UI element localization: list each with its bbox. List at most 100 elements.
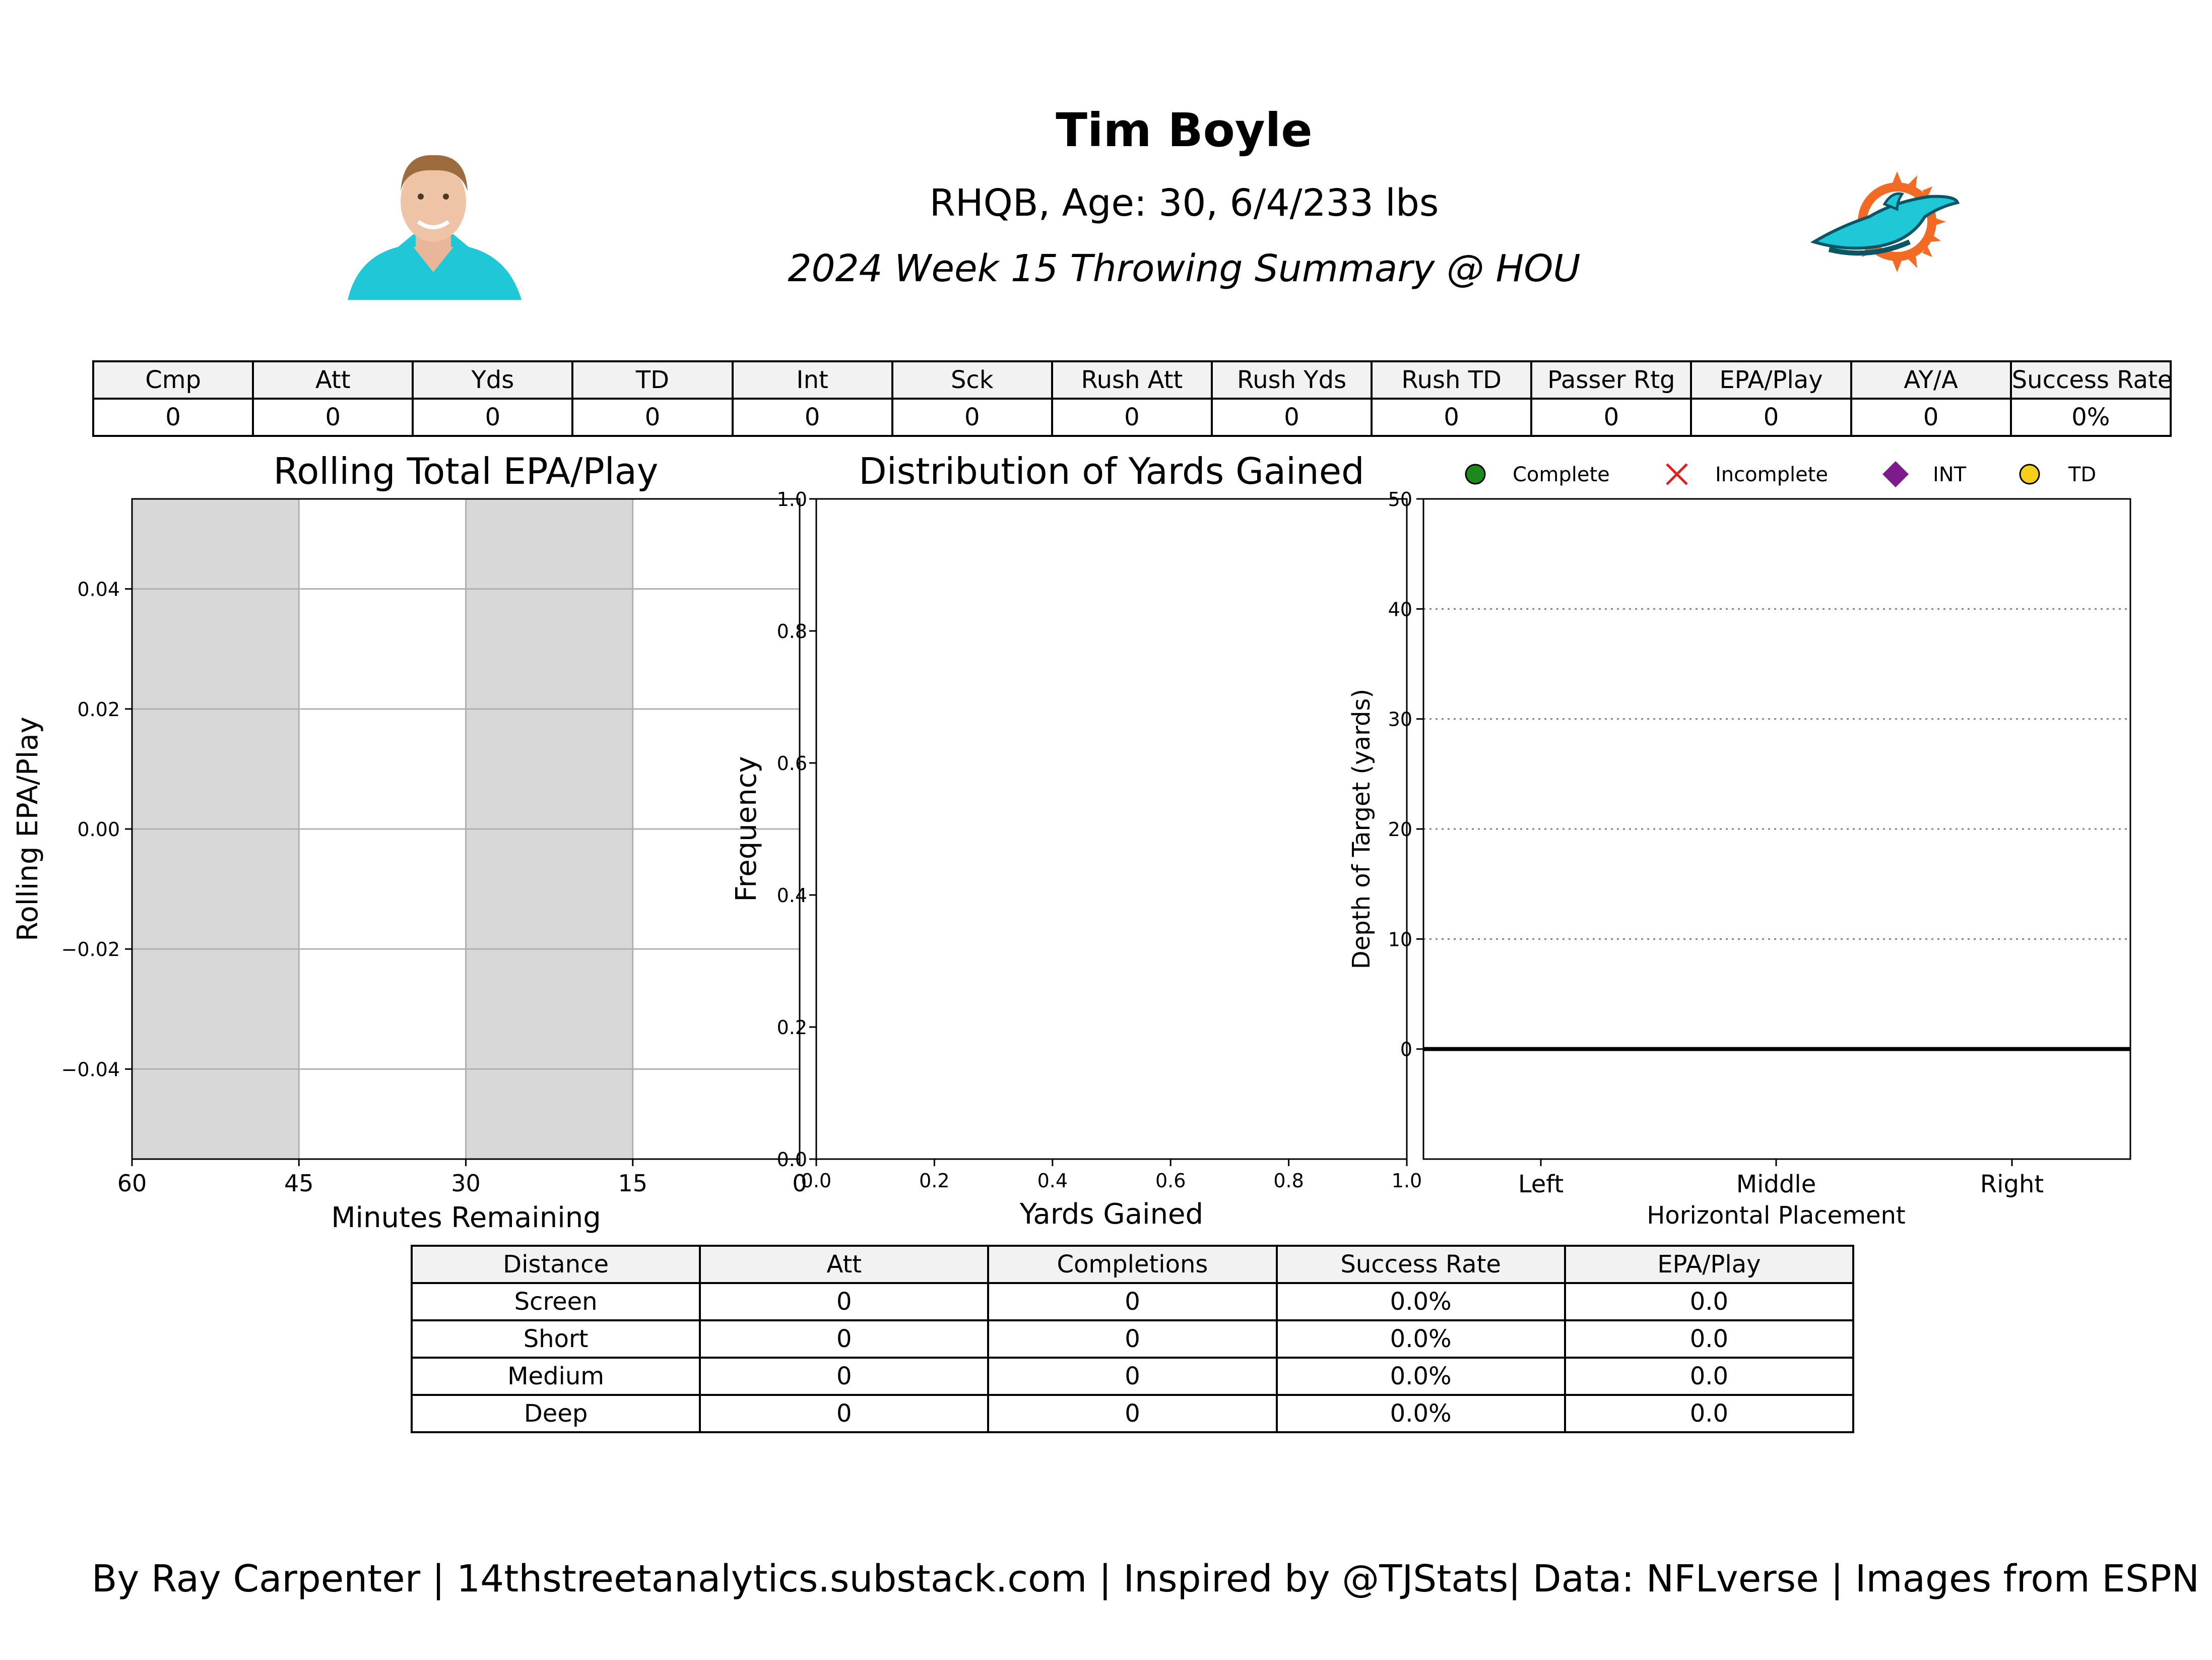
footer-credit: By Ray Carpenter | 14thstreetanalytics.s… bbox=[0, 1557, 2212, 1601]
player-bio: RHQB, Age: 30, 6/4/233 lbs bbox=[929, 181, 1439, 225]
chart-title: Distribution of Yards Gained bbox=[859, 450, 1364, 492]
x-tick-label: 0.0 bbox=[801, 1170, 831, 1192]
y-tick-label: 0.8 bbox=[777, 620, 807, 643]
dist-cell: 0 bbox=[699, 1394, 990, 1433]
x-axis-label: Horizontal Placement bbox=[1647, 1201, 1906, 1230]
x-tick-label: 1.0 bbox=[1392, 1170, 1422, 1192]
x-tick-label: 0.2 bbox=[919, 1170, 949, 1192]
y-tick-label: 0.02 bbox=[77, 698, 120, 721]
y-tick-label: −0.02 bbox=[61, 938, 120, 961]
y-tick-label: −0.04 bbox=[61, 1058, 120, 1080]
dist-cell: 0.0 bbox=[1564, 1282, 1855, 1321]
dist-cell: Short bbox=[410, 1319, 701, 1359]
stat-header-cell: Success Rate bbox=[2009, 360, 2172, 400]
stat-header-cell: Yds bbox=[412, 360, 574, 400]
table-row: Deep 0 0 0.0% 0.0 bbox=[410, 1394, 1855, 1433]
dist-cell: Medium bbox=[410, 1357, 701, 1396]
stat-value-cell: 0 bbox=[1210, 398, 1373, 437]
plot-frame bbox=[815, 498, 1408, 1160]
x-tick-label: 0 bbox=[792, 1170, 807, 1197]
dist-cell: 0 bbox=[987, 1319, 1278, 1359]
dist-header-cell: Success Rate bbox=[1275, 1245, 1566, 1284]
dist-cell: Screen bbox=[410, 1282, 701, 1321]
stat-header-cell: Passer Rtg bbox=[1530, 360, 1693, 400]
y-tick-label: 50 bbox=[1388, 488, 1412, 510]
x-tick-label: 0.6 bbox=[1155, 1170, 1186, 1192]
stat-value-cell: 0 bbox=[731, 398, 893, 437]
stat-header-cell: Att bbox=[252, 360, 414, 400]
dist-cell: 0 bbox=[699, 1357, 990, 1396]
x-tick-label: 0.4 bbox=[1037, 1170, 1068, 1192]
legend-incomplete-label: Incomplete bbox=[1715, 463, 1828, 486]
dist-cell: 0.0% bbox=[1275, 1319, 1566, 1359]
stat-value-cell: 0 bbox=[1371, 398, 1533, 437]
y-tick-label: 0.04 bbox=[77, 579, 120, 601]
stat-header-cell: Sck bbox=[891, 360, 1053, 400]
stat-value-cell: 0 bbox=[891, 398, 1053, 437]
dist-cell: 0 bbox=[987, 1357, 1278, 1396]
y-tick-label: 0.4 bbox=[777, 884, 807, 907]
x-tick-label: 0.8 bbox=[1273, 1170, 1304, 1192]
dist-cell: 0.0% bbox=[1275, 1357, 1566, 1396]
stat-value-cell: 0 bbox=[92, 398, 254, 437]
distance-breakdown-table: Distance Att Completions Success Rate EPA/Pl… bbox=[410, 1245, 1855, 1433]
x-tick-label: Middle bbox=[1736, 1170, 1816, 1198]
x-tick-label: Left bbox=[1518, 1170, 1564, 1198]
x-tick-label: Right bbox=[1980, 1170, 2044, 1198]
table-header-row: Distance Att Completions Success Rate EPA/Pl… bbox=[410, 1245, 1855, 1284]
dist-header-cell: Distance bbox=[410, 1245, 701, 1284]
dist-cell: 0.0 bbox=[1564, 1394, 1855, 1433]
summary-title: 2024 Week 15 Throwing Summary @ HOU bbox=[788, 247, 1581, 290]
x-tick-label: 30 bbox=[451, 1170, 481, 1197]
y-tick-label: 0 bbox=[1400, 1039, 1412, 1061]
y-tick-label: 0.6 bbox=[777, 752, 807, 775]
y-axis-label: Depth of Target (yards) bbox=[1347, 689, 1376, 969]
stat-header-cell: Cmp bbox=[92, 360, 254, 400]
dist-header-cell: Completions bbox=[987, 1245, 1278, 1284]
y-tick-label: 10 bbox=[1388, 928, 1412, 950]
legend-incomplete-marker bbox=[1666, 463, 1688, 485]
player-name: Tim Boyle bbox=[1056, 103, 1313, 157]
x-tick-label: 45 bbox=[284, 1170, 314, 1197]
legend-complete-label: Complete bbox=[1513, 463, 1610, 486]
x-tick-label: 15 bbox=[618, 1170, 647, 1197]
stat-value-cell: 0 bbox=[1051, 398, 1213, 437]
dist-cell: 0.0% bbox=[1275, 1394, 1566, 1433]
table-row: Medium 0 0 0.0% 0.0 bbox=[410, 1357, 1855, 1396]
stat-value-cell: 0 bbox=[1530, 398, 1693, 437]
player-headshot-image bbox=[348, 155, 522, 300]
plot-frame bbox=[1422, 498, 2131, 1160]
y-tick-label: 1.0 bbox=[777, 488, 807, 510]
y-tick-label: 0.2 bbox=[777, 1016, 807, 1039]
dist-cell: 0.0% bbox=[1275, 1282, 1566, 1321]
stat-header-cell: Int bbox=[731, 360, 893, 400]
dist-header-cell: Att bbox=[699, 1245, 990, 1284]
dist-cell: Deep bbox=[410, 1394, 701, 1433]
legend-int-label: INT bbox=[1933, 463, 1967, 486]
stat-header-cell: TD bbox=[571, 360, 734, 400]
y-tick-label: 40 bbox=[1388, 598, 1412, 620]
y-tick-label: 0.00 bbox=[77, 818, 120, 841]
chart-title: Rolling Total EPA/Play bbox=[273, 450, 658, 492]
stat-value-cell: 0% bbox=[2009, 398, 2172, 437]
table-row: Short 0 0 0.0% 0.0 bbox=[410, 1319, 1855, 1359]
y-tick-label: 30 bbox=[1388, 709, 1412, 731]
dist-cell: 0.0 bbox=[1564, 1357, 1855, 1396]
legend-td-label: TD bbox=[2068, 463, 2096, 486]
x-axis-label: Yards Gained bbox=[1019, 1198, 1203, 1231]
footer-credit-text: By Ray Carpenter | 14thstreetanalytics.s… bbox=[91, 1557, 2199, 1601]
y-axis-label: Frequency bbox=[730, 756, 763, 902]
dist-cell: 0.0 bbox=[1564, 1319, 1855, 1359]
stat-summary-table: Cmp Att Yds TD Int Sck Rush Att Rush Yds Rush TD… bbox=[92, 360, 2172, 437]
stat-header-cell: EPA/Play bbox=[1690, 360, 1852, 400]
y-tick-label: 20 bbox=[1388, 818, 1412, 841]
legend-complete-marker bbox=[1465, 464, 1486, 485]
stat-value-cell: 0 bbox=[571, 398, 734, 437]
legend-int-marker bbox=[1882, 461, 1909, 487]
legend-td-marker bbox=[2019, 464, 2040, 485]
plot-frame bbox=[131, 498, 801, 1160]
dist-cell: 0 bbox=[987, 1282, 1278, 1321]
y-tick-label: 0.0 bbox=[777, 1148, 807, 1171]
x-tick-label: 60 bbox=[117, 1170, 147, 1197]
